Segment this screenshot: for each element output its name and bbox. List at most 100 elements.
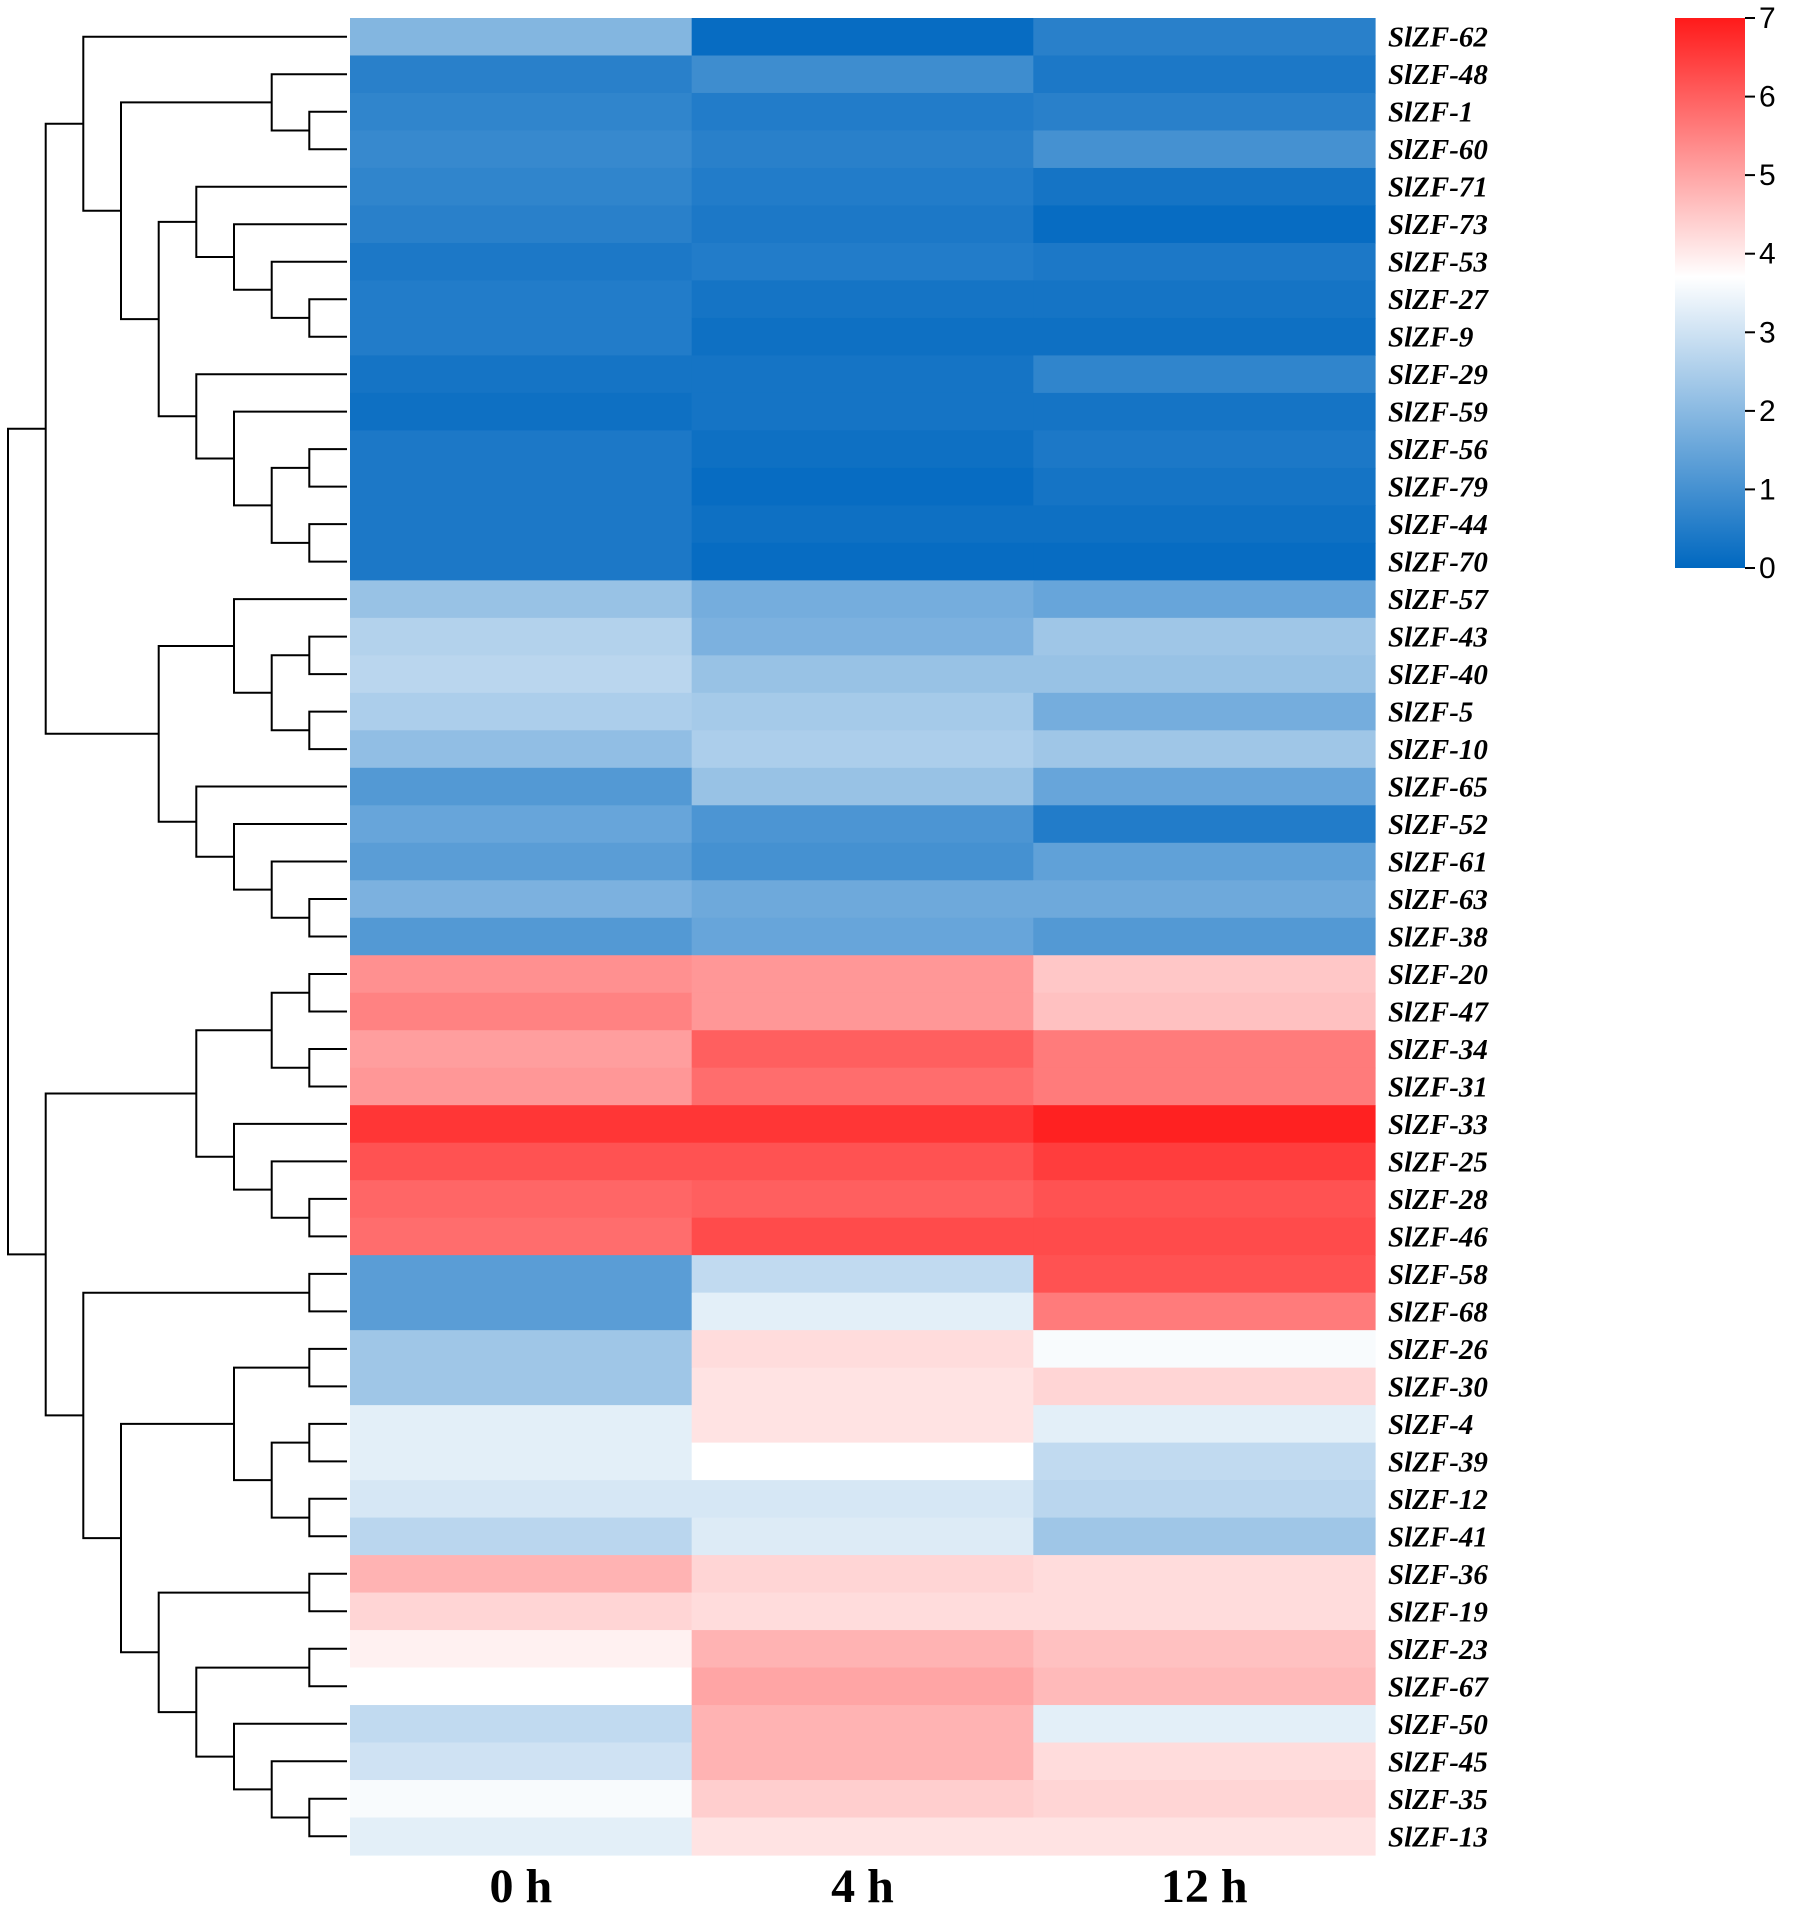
heatmap-cell [350, 205, 693, 244]
dendrogram-branch [7, 427, 46, 1256]
colorbar-tick-label: 7 [1759, 2, 1776, 35]
heatmap-cell [1033, 317, 1376, 357]
heatmap-cell [350, 917, 693, 956]
heatmap-cell [350, 55, 693, 94]
heatmap-cell [350, 1630, 693, 1669]
heatmap-cell [1033, 92, 1376, 132]
colorbar-tick-label: 1 [1759, 473, 1776, 506]
row-label: SlZF-65 [1388, 772, 1488, 804]
heatmap-cell [1033, 1742, 1376, 1781]
heatmap-cell [1033, 1180, 1376, 1219]
dendrogram-branch [308, 448, 347, 488]
row-label: SlZF-40 [1388, 659, 1488, 691]
heatmap-cell [691, 692, 1034, 731]
heatmap-cells [350, 18, 1376, 1856]
heatmap-cell [350, 1517, 693, 1556]
row-label: SlZF-59 [1388, 397, 1488, 429]
heatmap-cell [691, 617, 1034, 656]
heatmap-cell [1033, 1067, 1376, 1106]
heatmap-cell [350, 392, 693, 431]
dendrogram-branch [308, 710, 347, 751]
heatmap-cell [1033, 542, 1376, 581]
heatmap-cell [350, 355, 693, 394]
heatmap-cell [691, 542, 1034, 581]
heatmap-cell [350, 317, 693, 357]
heatmap-cell [1033, 130, 1376, 169]
dendrogram-branch [44, 1092, 197, 1417]
heatmap-cell [350, 655, 693, 694]
row-label: SlZF-61 [1388, 847, 1488, 879]
heatmap-cell [691, 1105, 1034, 1144]
heatmap-cell [691, 1480, 1034, 1519]
heatmap-cell [1033, 805, 1376, 844]
heatmap-cell [1033, 1705, 1376, 1744]
heatmap-cell [350, 1217, 693, 1256]
dendrogram-branch [270, 466, 310, 544]
row-label: SlZF-45 [1388, 1746, 1488, 1778]
dendrogram-branch [308, 1048, 347, 1088]
color-scale-legend: 0 1 2 3 4 5 6 7 [1675, 2, 1776, 585]
heatmap-cell [691, 1442, 1034, 1481]
heatmap-cell [691, 955, 1034, 994]
heatmap-cell [691, 1667, 1034, 1706]
dendrogram-branch [308, 973, 347, 1013]
row-label: SlZF-33 [1388, 1109, 1488, 1141]
heatmap-cell [350, 1367, 693, 1406]
heatmap-cell [1033, 355, 1376, 394]
column-label: 12 h [1161, 1860, 1248, 1913]
heatmap-cell [350, 242, 693, 282]
dendrogram-branch [157, 1591, 310, 1714]
heatmap-cell [691, 467, 1034, 506]
heatmap-cell [691, 842, 1034, 881]
heatmap-cell [691, 430, 1034, 469]
heatmap-cell [1033, 1217, 1376, 1256]
row-label: SlZF-36 [1388, 1559, 1488, 1591]
heatmap-cell [350, 505, 693, 544]
dendrogram-branch [233, 223, 347, 291]
heatmap-cell [691, 317, 1034, 357]
heatmap-cell [691, 205, 1034, 244]
heatmap-cell [691, 242, 1034, 282]
heatmap-cell [350, 1555, 693, 1594]
row-label: SlZF-58 [1388, 1259, 1488, 1291]
heatmap-cell [691, 1180, 1034, 1219]
heatmap-cell [691, 1630, 1034, 1669]
heatmap-cell [691, 992, 1034, 1031]
heatmap-cell [691, 355, 1034, 394]
heatmap-cell [1033, 1367, 1376, 1406]
heatmap-cell [691, 92, 1034, 132]
column-labels: 0 h 4 h 12 h [489, 1860, 1247, 1913]
heatmap-cell [691, 1705, 1034, 1744]
heatmap-cell [691, 1255, 1034, 1294]
heatmap-cell [691, 1142, 1034, 1181]
colorbar-tick-label: 6 [1759, 81, 1776, 114]
dendrogram-branch [195, 785, 347, 858]
heatmap-cell [1033, 1817, 1376, 1856]
heatmap-cell [350, 1405, 693, 1444]
heatmap-cell [691, 1780, 1034, 1819]
row-label: SlZF-19 [1388, 1596, 1488, 1628]
dendrogram-branch [120, 1422, 234, 1654]
heatmap-cell [350, 1255, 693, 1294]
heatmap-cell [350, 1780, 693, 1819]
heatmap-cell [691, 130, 1034, 169]
dendrogram-branch [233, 1722, 347, 1791]
heatmap-cell [691, 1030, 1034, 1069]
dendrogram-branch [308, 1497, 347, 1538]
heatmap-cell [350, 167, 693, 207]
heatmap-cell [691, 1817, 1034, 1856]
heatmap-cell [350, 1442, 693, 1481]
heatmap-cell [691, 55, 1034, 94]
heatmap-cell [1033, 917, 1376, 956]
heatmap-cell [691, 1330, 1034, 1369]
heatmap-cell [1033, 467, 1376, 506]
dendrogram-branch [195, 185, 347, 258]
heatmap-cell [1033, 18, 1376, 57]
row-label: SlZF-73 [1388, 209, 1488, 241]
heatmap-cell [350, 880, 693, 919]
colorbar-tick-label: 0 [1759, 552, 1776, 585]
dendrogram-branch [195, 1666, 310, 1758]
heatmap-cell [350, 580, 693, 619]
heatmap-cell [1033, 1330, 1376, 1369]
dendrogram-branch [308, 1647, 347, 1688]
